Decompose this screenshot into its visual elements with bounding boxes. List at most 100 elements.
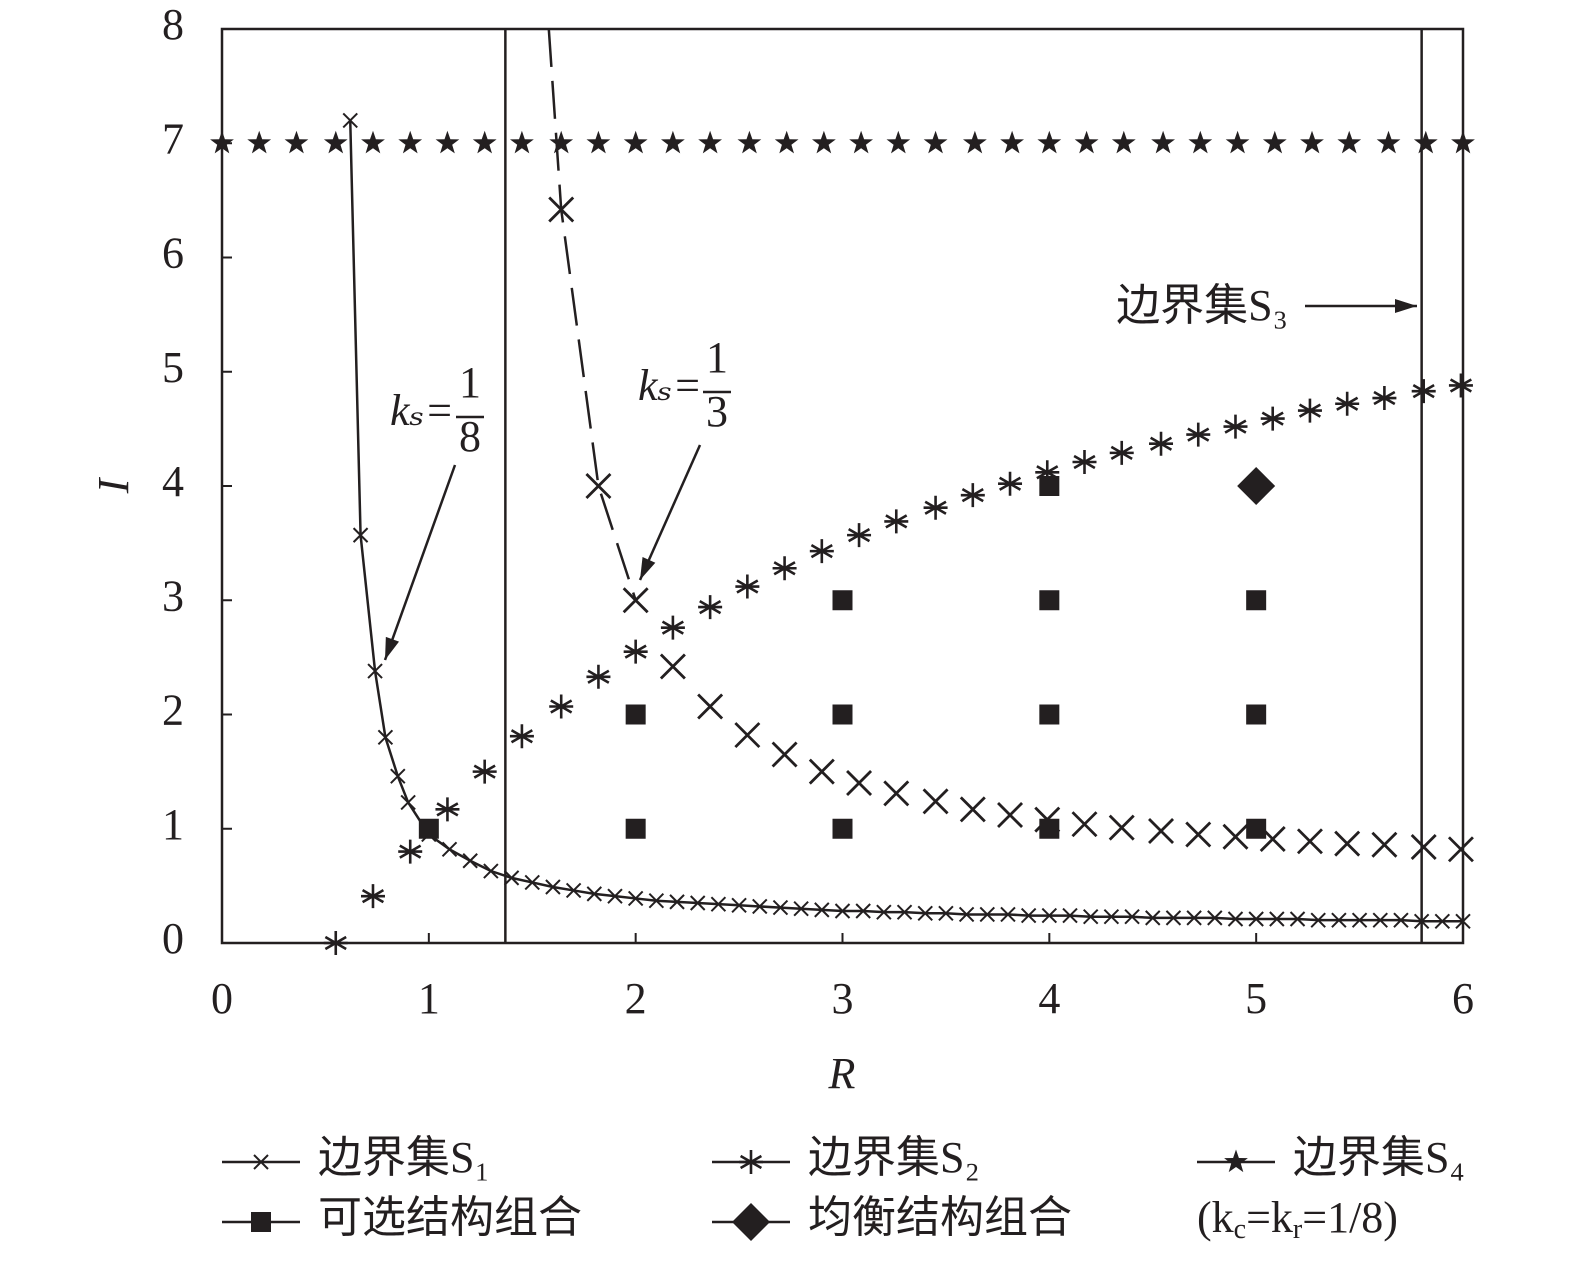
y-axis-label: I xyxy=(89,476,138,494)
asterisk-marker xyxy=(1260,406,1285,431)
star-marker xyxy=(1413,130,1438,154)
star-marker xyxy=(1376,130,1401,154)
plot-frame xyxy=(220,27,1465,945)
x-marker xyxy=(1082,909,1099,925)
asterisk-marker xyxy=(1297,398,1322,423)
x-marker xyxy=(697,693,724,720)
x-marker xyxy=(997,802,1024,829)
star-marker xyxy=(1300,130,1324,154)
asterisk-marker xyxy=(472,759,497,784)
legend-label: 均衡结构组合 xyxy=(808,1193,1072,1242)
square-marker xyxy=(1246,818,1267,839)
arrow-head xyxy=(640,557,656,580)
x-marker xyxy=(1108,814,1135,841)
asterisk-marker xyxy=(884,509,909,534)
square-marker xyxy=(1246,590,1267,611)
star-marker xyxy=(1037,130,1062,154)
x-marker xyxy=(1434,913,1451,929)
x-marker xyxy=(710,896,727,912)
asterisk-marker xyxy=(739,1150,763,1174)
asterisk-marker xyxy=(1223,414,1248,439)
x-marker xyxy=(1124,909,1140,925)
y-tick-label: 7 xyxy=(162,114,184,163)
asterisk-marker xyxy=(772,556,797,581)
x-marker xyxy=(1071,811,1098,838)
asterisk-marker xyxy=(698,595,723,620)
star-marker xyxy=(1225,130,1250,154)
x-marker xyxy=(503,870,520,886)
y-tick-label: 2 xyxy=(162,686,184,735)
x-marker xyxy=(834,903,851,919)
y-tick-label: 3 xyxy=(162,571,184,620)
annotation-arrow xyxy=(638,444,702,581)
x-marker xyxy=(1000,906,1016,923)
x-tick-label: 3 xyxy=(832,974,854,1023)
x-tick-label: 4 xyxy=(1038,974,1060,1023)
arrow-head xyxy=(1395,299,1417,313)
x-marker xyxy=(1447,836,1474,863)
x-marker xyxy=(565,882,582,899)
legend-note: (kc=kr=1/8) xyxy=(1197,1193,1398,1245)
asterisk-marker xyxy=(1411,379,1436,404)
x-marker xyxy=(1296,828,1323,855)
x-marker xyxy=(1103,909,1120,925)
x-tick-label: 1 xyxy=(418,974,440,1023)
legend-note-part: c xyxy=(1234,1214,1246,1245)
asterisk-marker xyxy=(549,694,574,719)
x-marker xyxy=(390,768,406,784)
x-marker xyxy=(690,895,706,911)
x-marker xyxy=(367,663,383,679)
square-marker xyxy=(832,818,853,839)
square-marker xyxy=(832,704,853,725)
x-marker xyxy=(659,653,686,680)
asterisk-marker xyxy=(1072,450,1097,475)
x-marker xyxy=(1062,907,1078,924)
star-marker xyxy=(1262,130,1287,154)
square-marker xyxy=(1246,704,1267,725)
x-marker xyxy=(846,770,873,797)
asterisk-marker xyxy=(586,664,611,689)
x-marker xyxy=(1186,910,1202,926)
x-marker xyxy=(441,841,458,858)
x-marker xyxy=(1413,913,1430,929)
x-marker xyxy=(1372,912,1388,928)
x-marker xyxy=(917,905,933,922)
star-marker xyxy=(623,130,648,154)
x-marker xyxy=(377,729,394,746)
asterisk-marker xyxy=(1448,373,1473,398)
x-marker xyxy=(1331,912,1347,928)
square-marker xyxy=(1039,476,1060,496)
x-marker xyxy=(1207,910,1223,926)
asterisk-marker xyxy=(809,539,834,564)
star-marker xyxy=(923,130,948,154)
x-marker xyxy=(1310,912,1326,928)
square-marker xyxy=(832,590,853,611)
x-marker xyxy=(607,888,623,904)
star-marker xyxy=(1111,130,1136,154)
legend-note-part: =k xyxy=(1246,1193,1293,1242)
x-marker xyxy=(1289,911,1306,927)
star-marker xyxy=(510,130,534,154)
x-marker xyxy=(1455,913,1471,929)
x-marker xyxy=(734,722,761,749)
annotation-label: 边界集S₃ xyxy=(1116,281,1288,330)
asterisk-marker xyxy=(323,931,348,955)
star-marker xyxy=(1337,130,1362,154)
curve xyxy=(547,28,637,601)
star-marker xyxy=(886,130,911,154)
y-tick-label: 1 xyxy=(162,800,184,849)
legend-note-part: r xyxy=(1293,1214,1303,1245)
x-marker xyxy=(938,905,954,922)
asterisk-marker xyxy=(398,839,423,864)
x-marker xyxy=(1371,831,1398,858)
x-marker xyxy=(1248,911,1264,927)
x-marker xyxy=(793,901,809,917)
asterisk-marker xyxy=(623,639,648,664)
x-marker xyxy=(1145,910,1161,926)
x-marker xyxy=(1334,830,1361,857)
asterisk-marker xyxy=(1035,460,1060,485)
annotation-label: kₛ= xyxy=(638,361,702,410)
star-marker xyxy=(398,130,423,154)
y-tick-label: 5 xyxy=(162,343,184,392)
